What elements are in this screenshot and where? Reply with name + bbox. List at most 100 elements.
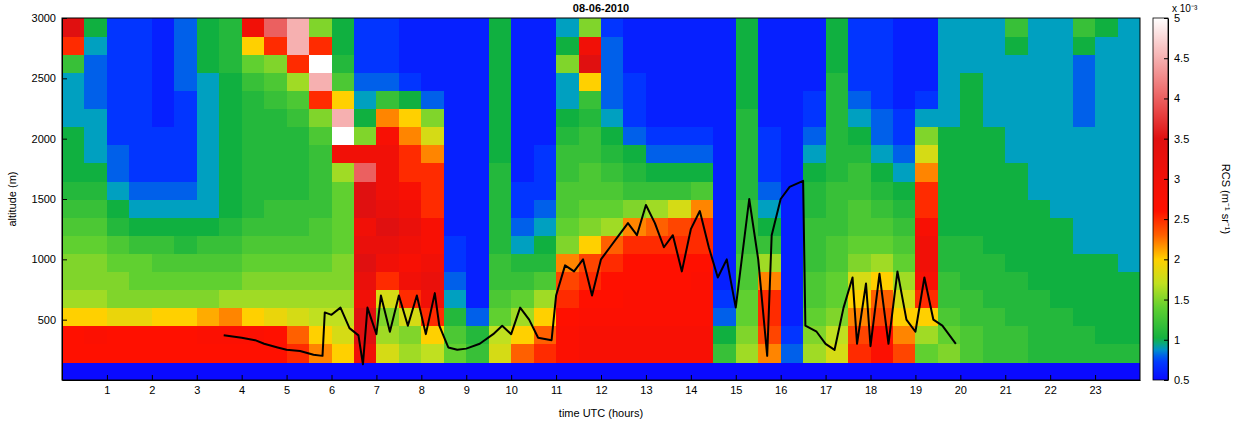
cell (668, 199, 691, 218)
cell (826, 181, 849, 200)
cell (1118, 253, 1140, 272)
tick-label: 10 (506, 384, 518, 396)
cell (579, 290, 602, 309)
cell (1005, 163, 1028, 182)
cell (197, 235, 220, 254)
tick-label: 1.5 (1174, 294, 1189, 306)
cell (691, 308, 714, 327)
tick-mark (1050, 375, 1051, 380)
cell (1118, 163, 1140, 182)
chart: 1234567891011121314151617181920212223500… (0, 0, 1242, 427)
cell (758, 18, 781, 37)
cell (242, 145, 265, 164)
tick: 6 (329, 375, 335, 396)
cell (758, 36, 781, 55)
cell (758, 163, 781, 182)
cell (129, 199, 152, 218)
tick-mark (556, 375, 557, 380)
cell (489, 344, 512, 363)
cell (1050, 163, 1073, 182)
boundary-line (224, 181, 956, 364)
cell (84, 36, 107, 55)
cell (174, 181, 197, 200)
cell (781, 308, 804, 327)
cell (444, 326, 467, 345)
cell (242, 109, 265, 128)
cell (84, 235, 107, 254)
cell (511, 163, 534, 182)
cell (1005, 18, 1028, 37)
cell (601, 145, 624, 164)
cell (915, 90, 938, 109)
cell (915, 54, 938, 73)
cell (781, 181, 804, 200)
cell (893, 235, 916, 254)
cell (511, 127, 534, 146)
cell (983, 362, 1006, 380)
cell (579, 199, 602, 218)
cell (399, 36, 422, 55)
tick-mark (62, 139, 67, 140)
tick-label: 3.5 (1174, 133, 1189, 145)
cell (556, 18, 579, 37)
cell (174, 344, 197, 363)
cell (129, 326, 152, 345)
cell (62, 72, 85, 91)
cell (871, 163, 894, 182)
cell (219, 54, 242, 73)
cell (646, 271, 669, 290)
cell (421, 235, 444, 254)
cell (848, 253, 871, 272)
cell (287, 362, 310, 380)
cell (623, 145, 646, 164)
cell (781, 217, 804, 236)
cell (803, 217, 826, 236)
cell (1028, 344, 1051, 363)
cell (62, 253, 85, 272)
cell (242, 344, 265, 363)
cell (938, 308, 961, 327)
cell (579, 127, 602, 146)
cell (1095, 253, 1118, 272)
cell (197, 54, 220, 73)
cell (1028, 145, 1051, 164)
cell (174, 109, 197, 128)
tick-label: 13 (640, 384, 652, 396)
cell (601, 344, 624, 363)
cell (219, 199, 242, 218)
cell (511, 54, 534, 73)
cell (466, 235, 489, 254)
cell (466, 145, 489, 164)
cell (848, 362, 871, 380)
cell (421, 54, 444, 73)
cell (1073, 271, 1096, 290)
tick-label: 1500 (32, 193, 56, 205)
cell (376, 72, 399, 91)
cell (983, 54, 1006, 73)
cell (713, 181, 736, 200)
cell (1073, 18, 1096, 37)
cell (332, 344, 355, 363)
cell (983, 145, 1006, 164)
cell (376, 253, 399, 272)
cell (803, 253, 826, 272)
cell (489, 362, 512, 380)
tick-label: 0.5 (1174, 374, 1189, 386)
cell (332, 127, 355, 146)
tick-label: 9 (464, 384, 470, 396)
tick: 2000 (32, 133, 67, 145)
cell (556, 36, 579, 55)
tick-mark (826, 375, 827, 380)
cell (938, 90, 961, 109)
cell (309, 163, 332, 182)
cell (646, 54, 669, 73)
tick-mark (421, 375, 422, 380)
cell (646, 163, 669, 182)
cell (264, 199, 287, 218)
cell (579, 145, 602, 164)
cell (713, 145, 736, 164)
cell (1050, 326, 1073, 345)
cell (803, 90, 826, 109)
cell (848, 199, 871, 218)
cell (556, 163, 579, 182)
